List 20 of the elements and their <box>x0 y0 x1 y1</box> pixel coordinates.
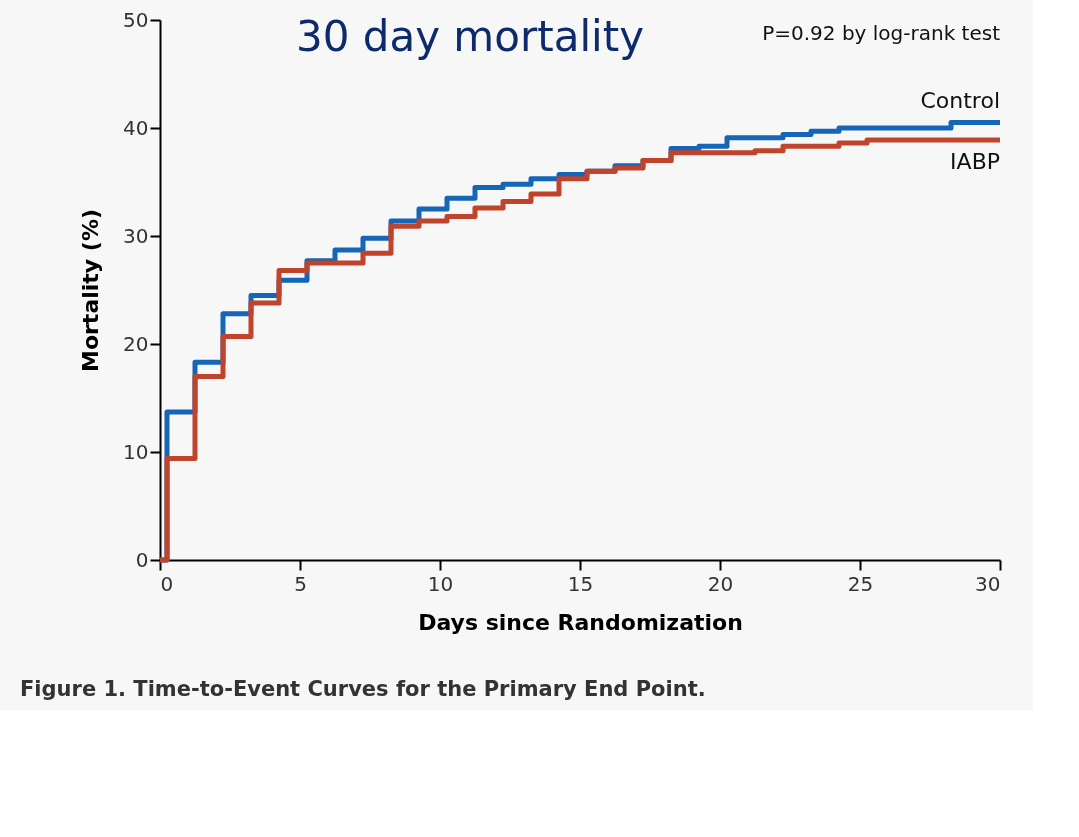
caption: Figure 1. Time-to-Event Curves for the Primary End Point. <box>20 677 706 701</box>
x-tick-label: 25 <box>847 571 874 596</box>
y-axis-title: Mortality (%) <box>78 209 104 372</box>
x-tick-label: 5 <box>294 571 307 596</box>
series-label: IABP <box>950 148 1000 174</box>
y-tick-label: 50 <box>123 7 149 32</box>
x-tick-label: 30 <box>975 571 1001 596</box>
series-label: Control <box>920 87 1000 113</box>
chart-title: 30 day mortality <box>295 12 645 61</box>
y-tick-label: 30 <box>123 223 149 248</box>
y-tick-label: 20 <box>123 331 149 356</box>
x-axis-title: Days since Randomization <box>418 609 743 635</box>
y-tick-label: 40 <box>123 115 149 140</box>
x-tick-label: 15 <box>567 571 594 596</box>
annotation: P=0.92 by log-rank test <box>762 21 1001 45</box>
y-tick-label: 0 <box>135 547 149 572</box>
x-tick-label: 20 <box>707 571 734 596</box>
y-tick-label: 10 <box>123 439 149 464</box>
x-tick-label: 10 <box>427 571 454 596</box>
x-tick-label: 0 <box>160 571 174 596</box>
